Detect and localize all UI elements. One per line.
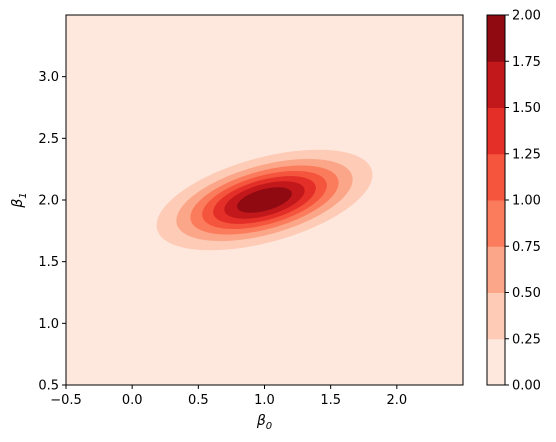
y-tick-label: 1.0 [38,317,59,332]
colorbar-band [487,200,505,247]
colorbar-tick-label: 1.00 [512,194,541,209]
x-axis: −0.5 0.0 0.5 1.0 1.5 2.0 [50,385,407,408]
y-tick-label: 0.5 [38,379,59,394]
plot-area [65,14,464,386]
colorbar-band [487,107,505,155]
x-tick-label: 0.5 [188,393,209,408]
contour-level-7 [237,187,292,213]
x-tick-label: 2.0 [386,393,407,408]
colorbar-tick-label: 0.00 [512,379,541,394]
x-tick-label: 0.0 [122,393,143,408]
colorbar-band [487,246,505,293]
x-axis-label: β0 [256,413,272,432]
colorbar-tick-label: 1.75 [512,55,541,70]
colorbar-tick-label: 1.50 [512,101,541,116]
y-tick-label: 1.5 [38,255,59,270]
x-tick-label: 1.5 [320,393,341,408]
colorbar-band [487,61,505,108]
y-tick-label: 2.0 [38,194,59,209]
colorbar-tick-label: 1.25 [512,147,541,162]
colorbar-band [487,153,505,201]
colorbar-band [487,15,505,62]
contour-fills [156,149,373,251]
y-tick-label: 2.5 [38,132,59,147]
colorbar-tick-label: 0.25 [512,332,541,347]
colorbar-tick-label: 0.50 [512,286,541,301]
y-tick-label: 3.0 [38,70,59,85]
colorbar: 0.00 0.25 0.50 0.75 1.00 1.25 1.50 1.75 2.00 [486,9,541,394]
colorbar-tick-label: 0.75 [512,240,541,255]
y-axis-label: β1 [10,192,29,208]
y-axis: 0.5 1.0 1.5 2.0 2.5 3.0 [38,70,66,394]
colorbar-band [487,338,505,386]
x-tick-label: −0.5 [50,393,82,408]
x-tick-label: 1.0 [254,393,275,408]
colorbar-band [487,292,505,340]
colorbar-tick-label: 2.00 [512,9,541,24]
